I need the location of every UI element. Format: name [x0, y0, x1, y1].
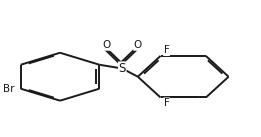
Text: O: O — [103, 40, 111, 50]
Text: S: S — [118, 62, 126, 75]
Text: O: O — [134, 40, 142, 50]
Text: F: F — [164, 45, 169, 55]
Text: F: F — [164, 98, 169, 108]
Text: Br: Br — [3, 84, 14, 94]
